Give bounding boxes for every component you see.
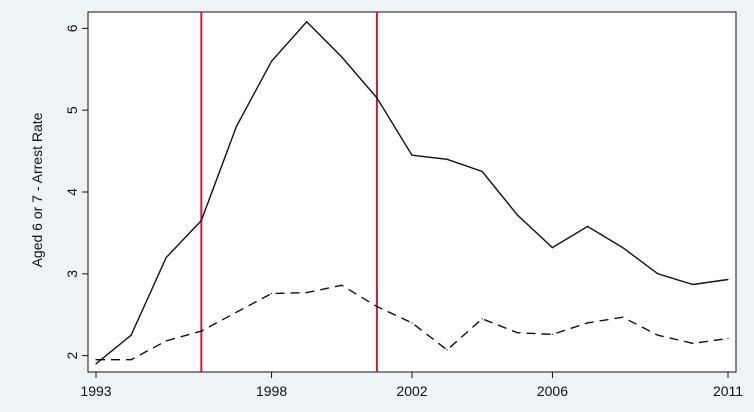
data-point xyxy=(622,247,624,249)
y-axis: 2 3 4 5 6 xyxy=(64,24,88,360)
data-point xyxy=(341,284,343,286)
data-point xyxy=(692,342,694,344)
y-tick-label: 3 xyxy=(64,270,80,278)
data-point xyxy=(95,363,97,365)
x-tick-label: 2002 xyxy=(396,383,427,399)
data-point xyxy=(306,21,308,23)
data-point xyxy=(481,318,483,320)
x-tick-label: 2011 xyxy=(713,383,743,399)
data-point xyxy=(200,220,202,222)
data-point xyxy=(95,359,97,361)
x-tick-label: 1998 xyxy=(256,383,287,399)
data-point xyxy=(235,311,238,313)
data-point xyxy=(235,125,238,128)
x-tick-label: 2006 xyxy=(537,383,568,399)
data-point xyxy=(727,337,729,340)
series-layer xyxy=(95,20,729,365)
data-point xyxy=(306,292,308,294)
data-point xyxy=(411,154,413,156)
data-point xyxy=(376,97,378,99)
data-point xyxy=(622,316,624,318)
y-tick-label: 6 xyxy=(64,24,80,32)
reference-lines xyxy=(200,12,378,372)
y-tick-label: 4 xyxy=(64,188,80,196)
data-point xyxy=(130,359,132,361)
data-point xyxy=(516,332,518,334)
x-tick-label: 1993 xyxy=(80,383,111,399)
data-point xyxy=(411,322,413,324)
data-point xyxy=(341,56,343,58)
data-point xyxy=(376,305,378,308)
data-point xyxy=(727,278,729,281)
data-point xyxy=(551,333,554,335)
data-point xyxy=(130,334,132,336)
data-point xyxy=(200,330,202,332)
y-tick-label: 5 xyxy=(64,106,80,114)
data-point xyxy=(270,60,273,62)
data-point xyxy=(446,349,448,351)
data-point xyxy=(551,247,554,249)
data-point xyxy=(481,170,483,173)
x-axis: 1993 1998 2002 2006 2011 xyxy=(80,372,743,399)
y-tick-label: 2 xyxy=(64,352,80,360)
data-point xyxy=(165,340,167,342)
data-point xyxy=(657,334,659,336)
data-point xyxy=(516,214,518,216)
data-point xyxy=(586,225,589,227)
data-point xyxy=(446,158,448,160)
data-point xyxy=(270,292,273,295)
y-axis-title: Aged 6 or 7 - Arrest Rate xyxy=(29,112,45,267)
data-point xyxy=(586,322,589,324)
data-point xyxy=(165,256,167,259)
data-point xyxy=(657,273,659,275)
plot-area xyxy=(87,11,737,373)
data-point xyxy=(692,283,694,286)
